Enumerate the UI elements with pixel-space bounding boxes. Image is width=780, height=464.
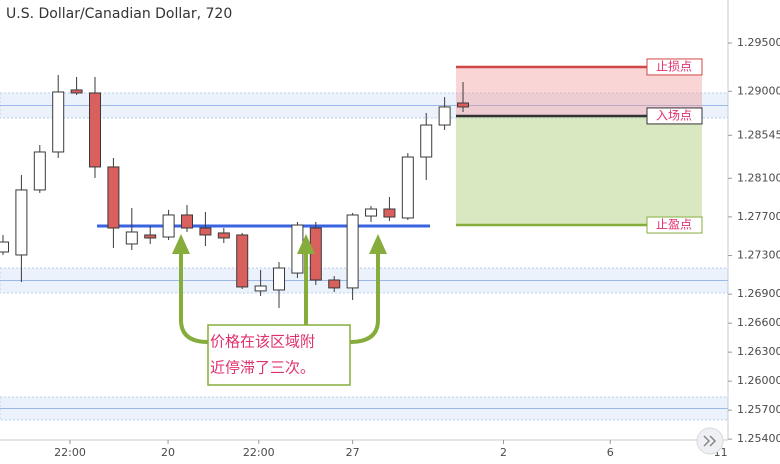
x-tick-label: 2 — [500, 446, 507, 459]
arrow — [179, 250, 209, 344]
x-tick-label: 20 — [161, 446, 175, 459]
candle-body — [15, 189, 28, 256]
candle-body — [0, 241, 9, 253]
candle-body — [181, 214, 194, 229]
candle-body — [125, 231, 138, 245]
y-tick-label: 1.27700 — [737, 210, 780, 223]
arrow-heads — [172, 234, 387, 254]
overlay-layer: 价格在该区域附 近停滞了三次。 U.S. Dollar/Canadian Dol… — [6, 6, 724, 455]
x-tick-label: 22:00 — [243, 446, 275, 459]
candle-body — [346, 214, 359, 289]
level-tag — [646, 107, 703, 125]
candle-body — [107, 166, 120, 229]
level-tag — [646, 58, 703, 76]
annotation-box — [207, 324, 351, 386]
candle-body — [33, 151, 46, 191]
y-tick-label: 1.28545 — [737, 128, 780, 141]
y-tick-label: 1.28100 — [737, 171, 780, 184]
level-label: 止损点 — [656, 59, 692, 73]
level-label: 止盈点 — [656, 218, 692, 232]
y-tick-label: 1.26000 — [737, 374, 780, 387]
x-tick-label: 6 — [607, 446, 614, 459]
target-zone — [456, 115, 702, 226]
x-tick-label: 22:00 — [54, 446, 86, 459]
x-tick-label: 27 — [346, 446, 360, 459]
candle-body — [328, 279, 341, 289]
arrow-head — [172, 234, 190, 254]
candle-body — [438, 106, 451, 126]
candle-body — [457, 102, 470, 108]
y-tick-label: 1.29000 — [737, 84, 780, 97]
arrow-head — [297, 234, 315, 254]
y-tick-label: 1.25400 — [737, 432, 780, 445]
candle-body — [144, 234, 157, 239]
y-tick-label: 1.29500 — [737, 36, 780, 49]
candle-body — [254, 285, 267, 292]
level-tag — [646, 216, 703, 234]
candle-body — [236, 234, 249, 288]
candle-body — [383, 208, 396, 218]
level-label: 入场点 — [656, 108, 692, 122]
y-tick-label: 1.26300 — [737, 345, 780, 358]
scroll-icon[interactable] — [703, 435, 717, 447]
chart-title: U.S. Dollar/Canadian Dollar, 720 — [6, 6, 232, 22]
y-tick-label: 1.26600 — [737, 316, 780, 329]
arrow — [349, 250, 380, 344]
marks-layer — [0, 74, 470, 309]
candle-body — [217, 232, 230, 239]
candle-body — [420, 124, 433, 158]
candle-body — [273, 267, 286, 291]
annotation-text: 近停滞了三次。 — [210, 359, 315, 377]
arrow-head — [369, 234, 387, 254]
y-tick-label: 1.26900 — [737, 287, 780, 300]
candle-body — [52, 91, 65, 153]
candle-body — [199, 227, 212, 236]
annotation-text: 价格在该区域附 — [210, 333, 315, 351]
candle-body — [89, 92, 102, 168]
y-tick-label: 1.27300 — [737, 249, 780, 262]
candle-body — [70, 89, 83, 94]
candle-body — [162, 214, 175, 238]
y-tick-label: 1.25700 — [737, 403, 780, 416]
candle-body — [401, 156, 414, 219]
arrows — [179, 250, 380, 344]
candle-body — [309, 227, 322, 281]
candle-body — [365, 208, 378, 217]
